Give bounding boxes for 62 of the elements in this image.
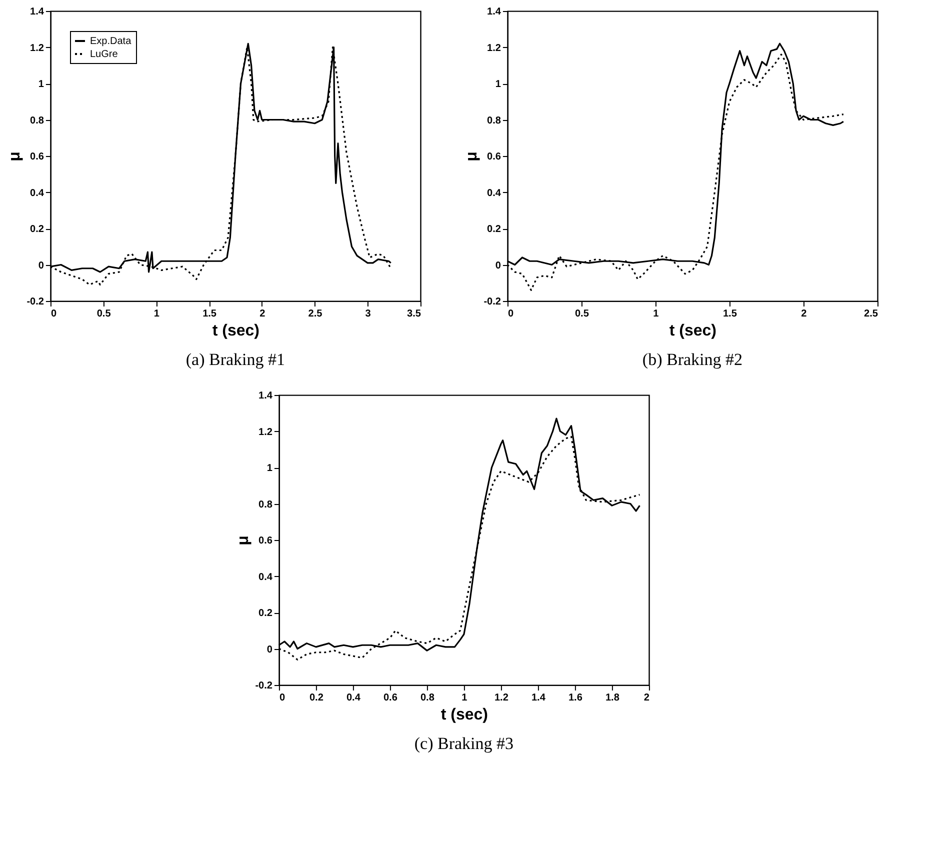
y-axis-title: μ <box>235 536 252 546</box>
y-axis-title: μ <box>464 152 481 162</box>
y-tick-label: -0.2 <box>26 296 44 308</box>
x-tick-label: 1 <box>462 692 468 704</box>
y-tick-label: 0.6 <box>487 152 502 162</box>
y-tick-label: 0.8 <box>30 115 44 126</box>
x-axis-title: t (sec) <box>440 706 488 724</box>
y-tick-label: 1 <box>495 79 502 90</box>
y-tick-label: 0.4 <box>258 572 273 583</box>
legend-label: Exp.Data <box>90 36 132 47</box>
x-tick-label: 0 <box>279 692 286 704</box>
legend-label: LuGre <box>90 49 118 60</box>
y-tick-label: 1.2 <box>258 426 273 438</box>
x-tick-label: 0.4 <box>346 692 361 704</box>
x-tick-label: 2.5 <box>308 308 323 320</box>
x-tick-label: 1.4 <box>531 692 546 704</box>
y-tick-label: 0.6 <box>258 536 273 546</box>
x-tick-label: 1.6 <box>568 692 583 704</box>
x-tick-label: 1 <box>154 308 160 320</box>
x-tick-label: 1.5 <box>202 308 217 320</box>
y-tick-label: 0.8 <box>258 499 273 510</box>
y-tick-label: 0.2 <box>30 224 44 235</box>
y-tick-label: 1.4 <box>258 390 273 402</box>
text: (a) Braking #1 <box>186 350 286 369</box>
y-tick-label: 0.2 <box>487 224 502 235</box>
y-tick-label: 0.6 <box>30 152 44 162</box>
x-tick-label: 2 <box>644 692 650 704</box>
x-tick-label: 0.6 <box>383 692 398 704</box>
x-axis-title: t (sec) <box>669 322 717 340</box>
x-tick-label: 0.2 <box>309 692 324 704</box>
y-tick-label: 0 <box>495 260 502 272</box>
y-tick-label: 1 <box>266 463 273 474</box>
x-tick-label: 0.5 <box>574 308 590 320</box>
y-tick-label: 1 <box>38 79 44 90</box>
y-tick-label: 1.2 <box>487 42 502 54</box>
x-tick-label: 1.8 <box>605 692 620 704</box>
y-tick-label: 0.4 <box>30 188 44 199</box>
x-tick-label: 0 <box>50 308 57 320</box>
y-tick-label: 0.8 <box>487 115 502 126</box>
x-tick-label: 3 <box>365 308 372 320</box>
x-tick-label: 0.8 <box>420 692 435 704</box>
y-tick-label: -0.2 <box>484 296 502 308</box>
y-axis-title: μ <box>6 152 24 162</box>
text: (b) Braking #2 <box>642 350 742 369</box>
x-tick-label: 2 <box>260 308 266 320</box>
y-tick-label: 0.2 <box>258 608 273 619</box>
y-tick-label: -0.2 <box>255 680 273 692</box>
text: (c) Braking #3 <box>414 734 514 753</box>
y-tick-label: 0.4 <box>487 188 502 199</box>
x-tick-label: 0 <box>508 308 514 320</box>
y-tick-label: 0 <box>266 644 273 656</box>
x-tick-label: 1.5 <box>722 308 738 320</box>
y-tick-label: 1.4 <box>30 6 44 18</box>
x-tick-label: 0.5 <box>96 308 112 320</box>
x-tick-label: 2.5 <box>864 308 878 320</box>
x-tick-label: 1 <box>653 308 660 320</box>
x-axis-title: t (sec) <box>212 322 260 340</box>
y-tick-label: 0 <box>38 260 44 272</box>
y-tick-label: 1.2 <box>30 42 44 54</box>
x-tick-label: 2 <box>801 308 808 320</box>
x-tick-label: 3.5 <box>407 308 422 320</box>
y-tick-label: 1.4 <box>487 6 502 18</box>
